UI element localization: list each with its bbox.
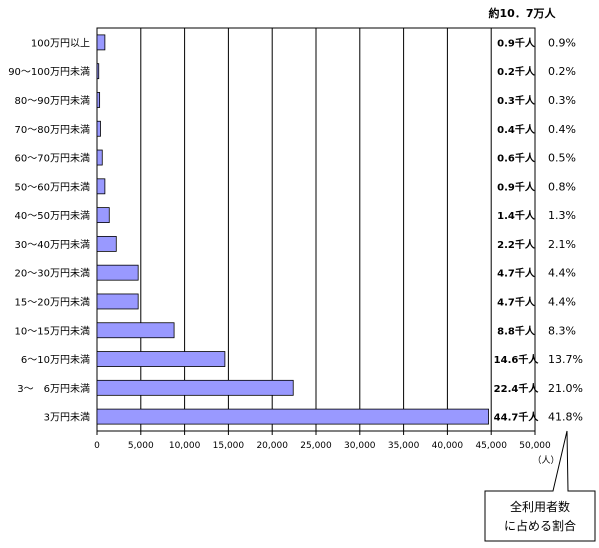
- percent-label: 41.8%: [548, 411, 583, 424]
- category-label: 80～90万円未満: [15, 95, 90, 107]
- bar: [96, 63, 100, 80]
- x-tick-label: 50,000: [519, 441, 551, 451]
- x-tick-label: 45,000: [475, 441, 507, 451]
- bar: [96, 178, 106, 195]
- x-axis-unit: （人）: [532, 455, 559, 466]
- count-label: 22.4千人: [494, 382, 540, 395]
- bar: [96, 379, 294, 396]
- category-label: 50～60万円未満: [15, 181, 90, 193]
- count-label: 0.3千人: [497, 94, 536, 107]
- bar: [96, 34, 106, 51]
- count-label: 4.7千人: [497, 295, 536, 308]
- count-label: 0.6千人: [497, 152, 536, 165]
- x-tick-label: 35,000: [388, 441, 420, 451]
- category-label: 100万円以上: [31, 37, 90, 49]
- percent-label: 8.3%: [548, 324, 576, 337]
- x-tick-label: 10,000: [169, 441, 201, 451]
- category-label: 60～70万円未満: [15, 153, 90, 165]
- percent-label: 4.4%: [548, 267, 576, 280]
- category-label: 20～30万円未満: [15, 268, 90, 280]
- count-label: 0.9千人: [497, 36, 536, 49]
- bar: [96, 120, 101, 137]
- category-label: 40～50万円未満: [15, 210, 90, 222]
- percent-label: 1.3%: [548, 209, 576, 222]
- x-tick-label: 20,000: [256, 441, 288, 451]
- percent-label: 0.9%: [548, 36, 576, 49]
- x-tick-label: 30,000: [344, 441, 376, 451]
- percent-label: 0.3%: [548, 94, 576, 107]
- category-label: 90～100万円未満: [8, 66, 90, 78]
- count-label: 4.7千人: [497, 267, 536, 280]
- bar: [96, 322, 175, 339]
- count-label: 0.9千人: [497, 180, 536, 193]
- percent-label: 0.2%: [548, 65, 576, 78]
- callout-box: [484, 430, 596, 542]
- x-tick-label: 25,000: [300, 441, 332, 451]
- percent-label: 0.8%: [548, 180, 576, 193]
- bar: [96, 92, 101, 108]
- callout-line-1: 全利用者数: [510, 499, 570, 514]
- bar: [96, 207, 110, 224]
- percent-label: 21.0%: [548, 382, 583, 395]
- bar: [96, 264, 139, 281]
- category-label: 6～10万円未満: [21, 354, 90, 366]
- category-label: 3万円未満: [44, 412, 90, 424]
- count-label: 2.2千人: [497, 238, 536, 251]
- x-tick-label: 0: [94, 441, 100, 451]
- category-label: 15～20万円未満: [15, 296, 90, 308]
- percent-label: 0.5%: [548, 152, 576, 165]
- callout-line-2: に占める割合: [504, 518, 576, 533]
- bar: [96, 408, 489, 425]
- count-label: 14.6千人: [494, 353, 540, 366]
- bar: [96, 351, 226, 367]
- count-label: 8.8千人: [497, 324, 536, 337]
- count-label: 1.4千人: [497, 209, 536, 222]
- count-label: 0.2千人: [497, 65, 536, 78]
- category-label: 10～15万円未満: [15, 325, 90, 337]
- category-label: 3～ 6万円未満: [17, 383, 90, 395]
- bar: [96, 235, 117, 252]
- category-label: 70～80万円未満: [15, 124, 90, 136]
- percent-label: 13.7%: [548, 353, 583, 366]
- x-tick-label: 5,000: [128, 441, 154, 451]
- total-users-label: 約10．7万人: [489, 6, 557, 20]
- x-tick-label: 40,000: [432, 441, 464, 451]
- percent-label: 4.4%: [548, 295, 576, 308]
- count-label: 44.7千人: [494, 411, 540, 424]
- percent-label: 0.4%: [548, 123, 576, 136]
- bar: [96, 293, 139, 310]
- count-label: 0.4千人: [497, 123, 536, 136]
- bar: [96, 149, 103, 166]
- x-tick-label: 15,000: [213, 441, 245, 451]
- category-label: 30～40万円未満: [15, 239, 90, 251]
- callout: 全利用者数 に占める割合: [484, 430, 596, 542]
- percent-label: 2.1%: [548, 238, 576, 251]
